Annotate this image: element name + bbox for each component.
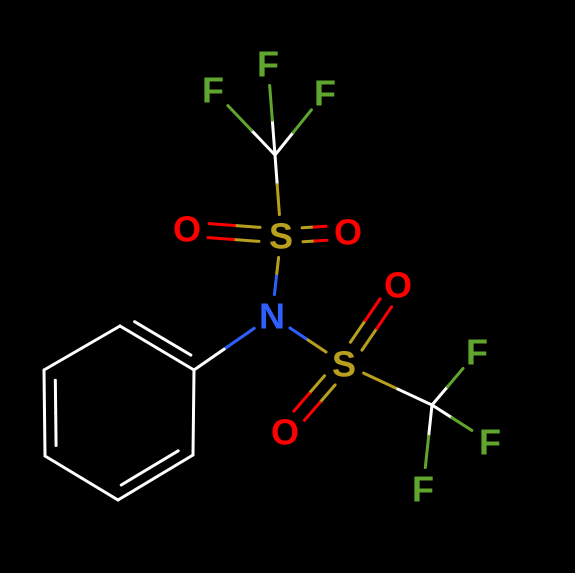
bond-segment	[293, 110, 311, 133]
bond-segment	[350, 321, 365, 343]
bond-segment	[320, 385, 335, 403]
atom-s-label: S	[332, 344, 356, 385]
atom-n-label: N	[259, 296, 285, 337]
bond-segment	[118, 478, 156, 501]
bond-segment	[448, 368, 464, 386]
bond-segment	[432, 405, 452, 418]
bond-segment	[290, 328, 308, 340]
atom-o-label: O	[334, 212, 362, 253]
bond-segment	[302, 227, 314, 228]
atom-f-label: F	[257, 44, 279, 85]
atom-f-label: F	[314, 73, 336, 114]
bond-segment	[82, 478, 119, 500]
bond-segment	[365, 299, 380, 321]
bond-segment	[452, 418, 472, 431]
bond-segment	[194, 370, 195, 413]
bond-segment	[157, 348, 194, 370]
bond-segment	[194, 349, 224, 370]
atoms-layer: FFFSOONSOOFFF	[167, 44, 510, 510]
bond-segment	[303, 241, 315, 242]
atom-s-label: S	[269, 216, 293, 257]
bond-segment	[275, 155, 277, 185]
atom-f-label: F	[466, 332, 488, 373]
bond-segment	[274, 276, 276, 295]
atom-f-label: F	[479, 422, 501, 463]
bond-segment	[235, 226, 260, 228]
bond-segment	[277, 185, 279, 215]
bond-segment	[432, 387, 448, 405]
bond-segment	[429, 405, 432, 436]
bond-segment	[315, 240, 327, 241]
bond-segment	[228, 106, 252, 131]
bond-segment	[44, 370, 45, 413]
bond-segment	[82, 326, 120, 348]
bond-segment	[156, 455, 194, 478]
bond-segment	[309, 376, 324, 394]
bond-segment	[304, 403, 319, 421]
bond-segment	[209, 224, 234, 226]
bond-segment	[308, 340, 326, 352]
bond-segment	[314, 226, 326, 227]
atom-o-label: O	[173, 209, 201, 250]
bond-segment	[398, 389, 432, 405]
bond-segment	[270, 86, 273, 121]
bond-segment	[120, 326, 157, 348]
bond-segment	[275, 132, 293, 155]
bond-segment	[45, 456, 82, 478]
bond-segment	[193, 413, 194, 456]
bond-segment	[364, 373, 398, 389]
bond-segment	[224, 328, 254, 349]
bond-segment	[233, 239, 258, 241]
atom-o-label: O	[384, 265, 412, 306]
bond-segment	[272, 120, 275, 155]
bond-segment	[362, 328, 377, 350]
molecule-diagram: FFFSOONSOOFFF	[0, 0, 575, 573]
atom-f-label: F	[202, 70, 224, 111]
bond-segment	[277, 257, 279, 276]
bond-segment	[208, 238, 233, 240]
bond-segment	[45, 413, 46, 456]
bond-segment	[294, 393, 309, 411]
atom-o-label: O	[271, 412, 299, 453]
bond-segment	[377, 307, 392, 329]
bond-segment	[251, 130, 275, 155]
bond-segment	[44, 348, 82, 370]
bond-segment	[425, 436, 428, 467]
atom-f-label: F	[412, 469, 434, 510]
